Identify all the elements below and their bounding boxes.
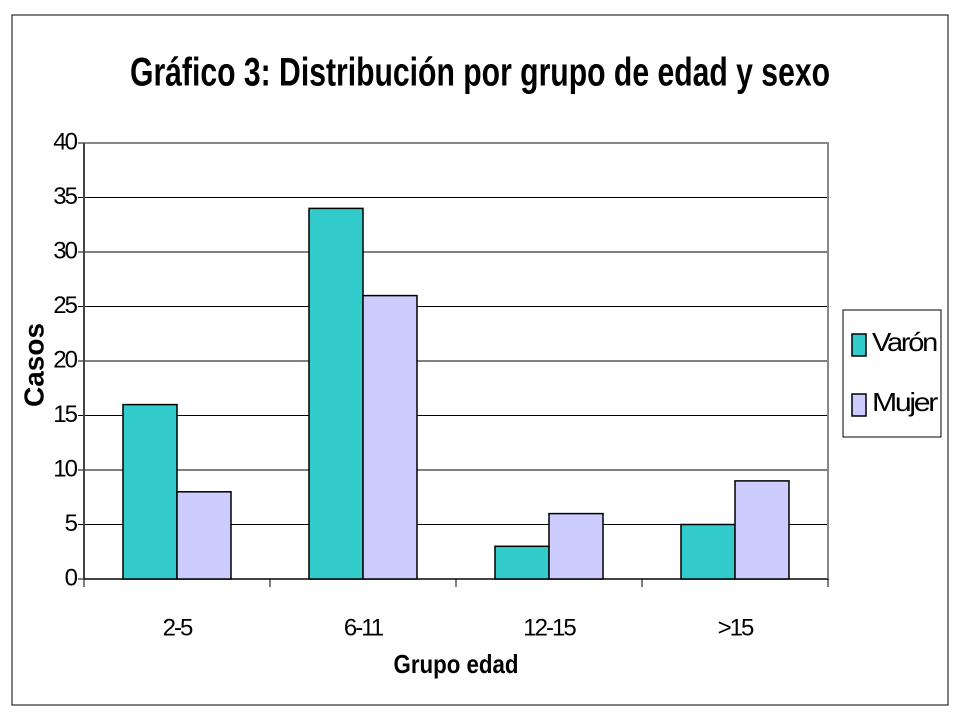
legend-label: Mujer [872,387,939,417]
y-tick-label: 15 [53,401,77,428]
x-axis-label: Grupo edad [394,649,519,679]
bar [176,491,232,580]
x-tick-label: 12-15 [523,614,576,641]
chart-frame [11,14,949,706]
bar [362,294,418,580]
bar [122,403,178,580]
bar [680,523,736,580]
legend-label: Varón [872,327,937,357]
y-tick-label: 30 [53,237,77,264]
bar [494,545,550,580]
y-tick-label: 0 [65,564,78,591]
bar [734,480,790,580]
y-axis-label: Casos [18,323,49,407]
x-tick-label: 2-5 [163,614,193,641]
y-tick-label: 5 [65,510,78,537]
legend-swatch [851,393,867,417]
bar [308,207,364,580]
x-tick-label: 6-11 [344,614,384,641]
x-tick-label: >15 [718,614,754,641]
y-tick-label: 10 [53,455,77,482]
y-tick-label: 35 [53,183,77,210]
y-tick-label: 25 [53,292,77,319]
legend-swatch [851,333,867,357]
y-tick-label: 20 [53,346,77,373]
bar [548,512,604,580]
y-tick-label: 40 [53,128,77,155]
chart-title: Gráfico 3: Distribución por grupo de eda… [130,51,830,95]
